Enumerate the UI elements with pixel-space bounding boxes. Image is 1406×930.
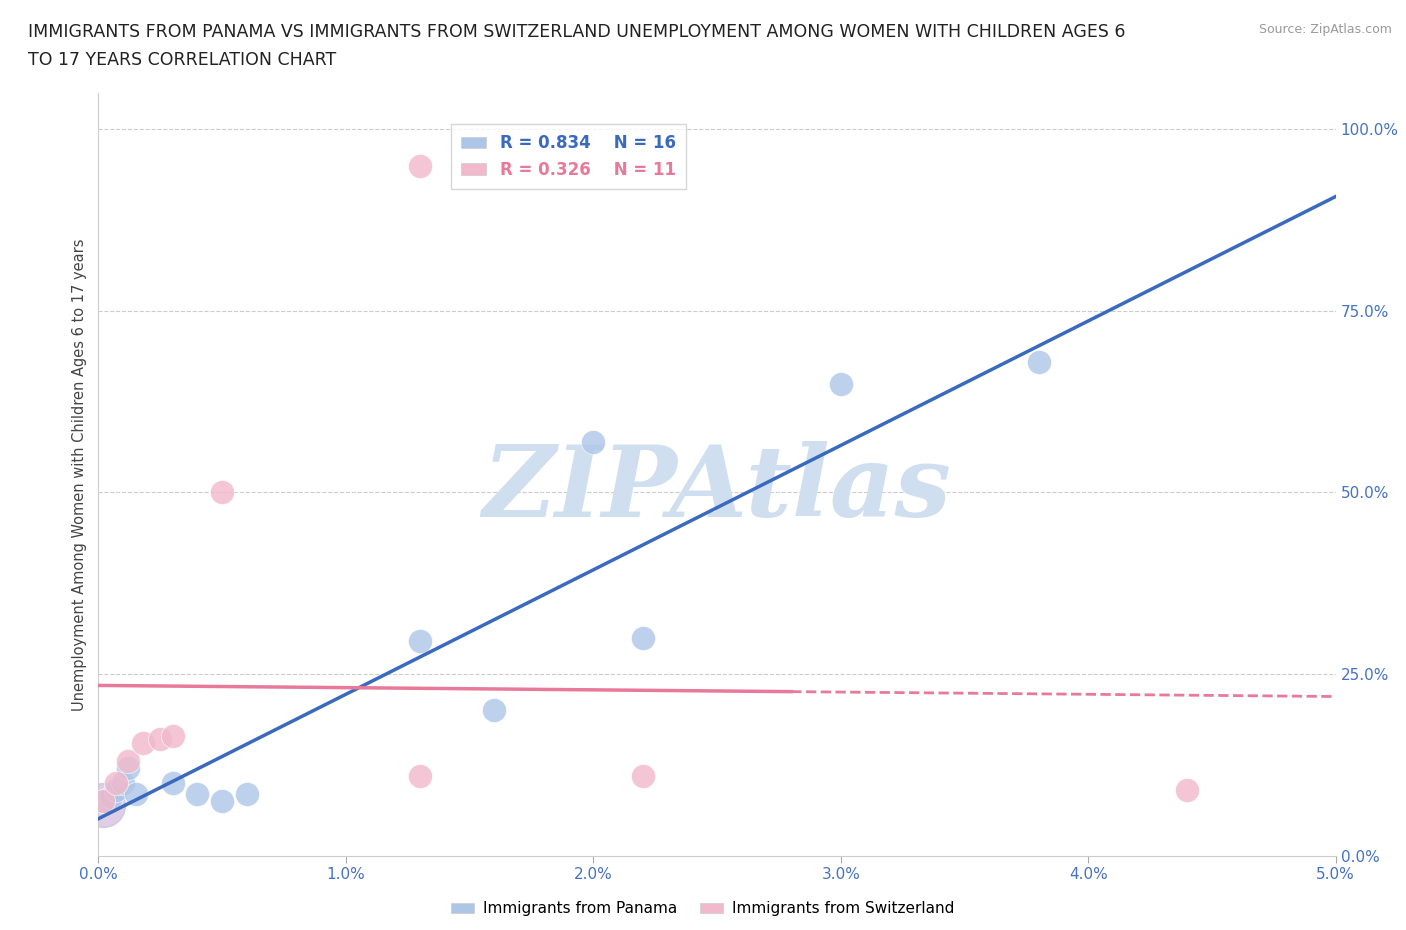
Y-axis label: Unemployment Among Women with Children Ages 6 to 17 years: Unemployment Among Women with Children A… bbox=[72, 238, 87, 711]
Point bbox=[409, 158, 432, 173]
Point bbox=[582, 434, 605, 449]
Point bbox=[93, 797, 115, 812]
Point bbox=[484, 703, 506, 718]
Text: IMMIGRANTS FROM PANAMA VS IMMIGRANTS FROM SWITZERLAND UNEMPLOYMENT AMONG WOMEN W: IMMIGRANTS FROM PANAMA VS IMMIGRANTS FRO… bbox=[28, 23, 1126, 41]
Point bbox=[93, 793, 115, 808]
Point bbox=[211, 793, 233, 808]
Point bbox=[236, 787, 259, 802]
Point bbox=[409, 768, 432, 783]
Text: TO 17 YEARS CORRELATION CHART: TO 17 YEARS CORRELATION CHART bbox=[28, 51, 336, 69]
Point bbox=[162, 728, 184, 743]
Point bbox=[149, 732, 172, 747]
Text: ZIPAtlas: ZIPAtlas bbox=[482, 442, 952, 538]
Point bbox=[631, 631, 654, 645]
Point bbox=[409, 634, 432, 649]
Point bbox=[124, 787, 146, 802]
Point bbox=[104, 776, 127, 790]
Point bbox=[211, 485, 233, 500]
Legend: Immigrants from Panama, Immigrants from Switzerland: Immigrants from Panama, Immigrants from … bbox=[446, 896, 960, 923]
Point bbox=[117, 761, 139, 776]
Point bbox=[1175, 783, 1198, 798]
Point bbox=[93, 793, 115, 808]
Point bbox=[1028, 354, 1050, 369]
Legend: R = 0.834    N = 16, R = 0.326    N = 11: R = 0.834 N = 16, R = 0.326 N = 11 bbox=[451, 125, 686, 189]
Point bbox=[132, 736, 155, 751]
Point bbox=[186, 787, 208, 802]
Point bbox=[830, 376, 852, 391]
Point bbox=[112, 776, 135, 790]
Point bbox=[100, 790, 122, 805]
Point bbox=[162, 776, 184, 790]
Point bbox=[104, 783, 127, 798]
Text: Source: ZipAtlas.com: Source: ZipAtlas.com bbox=[1258, 23, 1392, 36]
Point bbox=[117, 753, 139, 768]
Point bbox=[631, 768, 654, 783]
